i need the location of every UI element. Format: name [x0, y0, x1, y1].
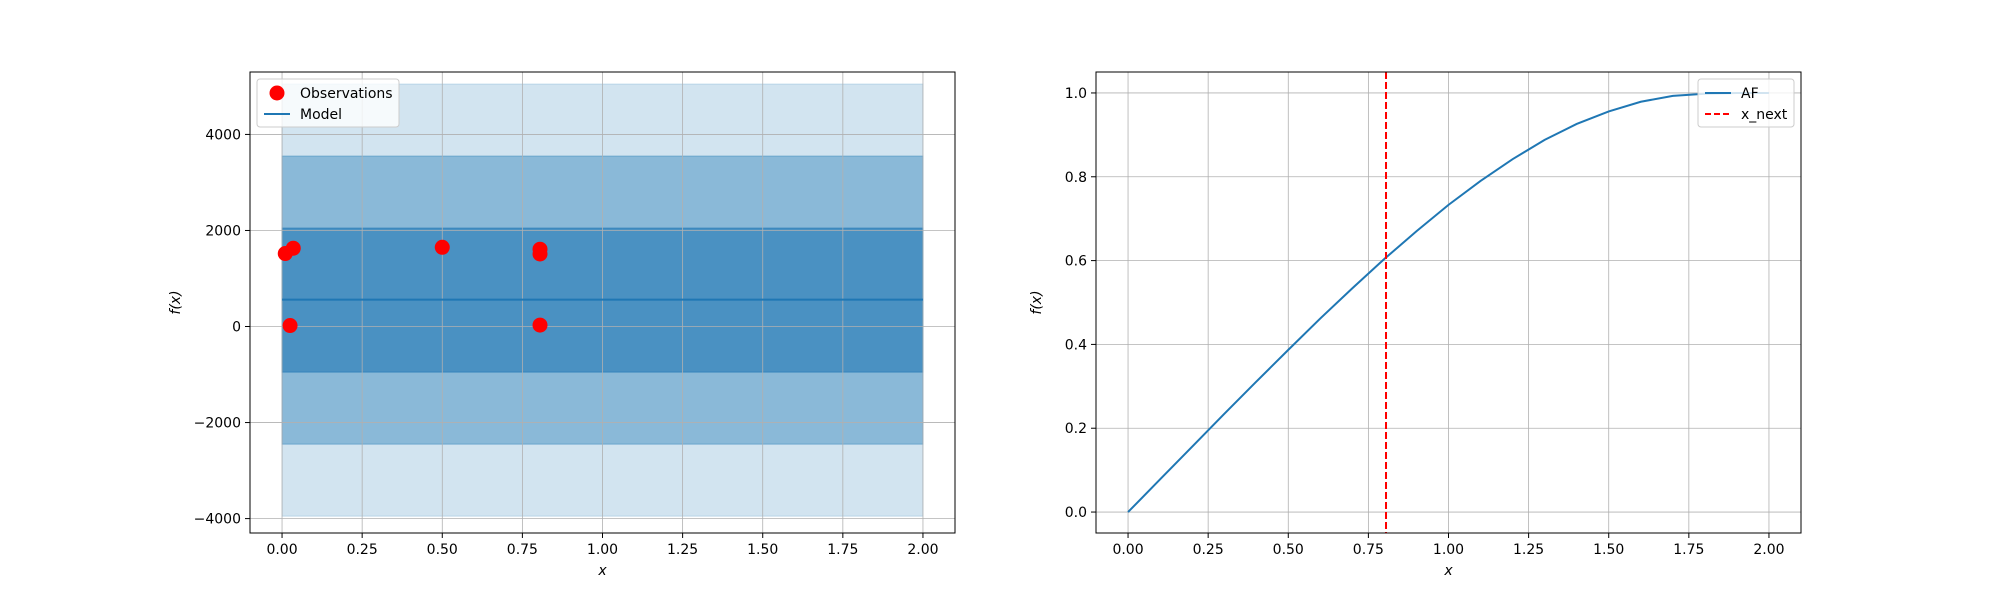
y-tick-label: 0.8 — [1065, 170, 1087, 186]
legend-label: Model — [300, 107, 342, 123]
observation-point — [285, 240, 301, 256]
y-tick-label: 2000 — [205, 223, 241, 239]
x-axis-label: x — [597, 563, 607, 579]
y-tick-label: 0.6 — [1065, 254, 1087, 270]
acquisition-function-panel: 0.00 0.25 0.50 0.75 1.00 1.25 1.50 1.75 2.00 0.0 0… — [1029, 71, 1802, 579]
legend-label: x_next — [1741, 107, 1788, 123]
x-tick-label: 0.25 — [1193, 542, 1224, 558]
x-tick-label: 0.75 — [507, 542, 538, 558]
x-tick-label: 0.50 — [1273, 542, 1304, 558]
x-tick-label: 0.00 — [266, 542, 297, 558]
y-tick-label: 0.2 — [1065, 421, 1087, 437]
observation-point — [434, 239, 450, 255]
observation-point — [532, 317, 548, 333]
x-tick-label: 1.25 — [667, 542, 698, 558]
x-tick-label: 0.75 — [1353, 542, 1384, 558]
x-axis-label: x — [1443, 563, 1453, 579]
y-tick-label: 4000 — [205, 127, 241, 143]
x-tick-label: 1.00 — [1433, 542, 1464, 558]
y-tick-label: 0.4 — [1065, 337, 1087, 353]
legend-label: Observations — [300, 86, 393, 102]
y-tick-label: 0 — [232, 320, 241, 336]
x-tick-label: 0.25 — [347, 542, 378, 558]
observations-model-panel: 0.00 0.25 0.50 0.75 1.00 1.25 1.50 1.75 2.00 −400… — [168, 71, 956, 579]
x-tick-label: 0.00 — [1112, 542, 1143, 558]
legend-label: AF — [1741, 86, 1759, 102]
x-tick-label: 1.75 — [1673, 542, 1704, 558]
y-axis-label: f(x) — [1029, 290, 1045, 314]
x-tick-label: 0.50 — [427, 542, 458, 558]
x-tick-label: 2.00 — [907, 542, 938, 558]
x-tick-label: 2.00 — [1753, 542, 1784, 558]
legend-marker — [269, 85, 285, 101]
x-tick-label: 1.50 — [747, 542, 778, 558]
y-tick-label: −4000 — [194, 512, 241, 528]
x-tick-label: 1.00 — [587, 542, 618, 558]
x-tick-label: 1.75 — [827, 542, 858, 558]
y-tick-label: 0.0 — [1065, 505, 1087, 521]
series-line-af — [1127, 91, 1769, 513]
x-tick-label: 1.50 — [1593, 542, 1624, 558]
y-tick-label: 1.0 — [1065, 86, 1087, 102]
y-axis-label: f(x) — [168, 290, 184, 314]
y-tick-label: −2000 — [194, 416, 241, 432]
legend-box — [256, 78, 400, 128]
x-tick-label: 1.25 — [1513, 542, 1544, 558]
legend-box — [1697, 78, 1795, 128]
observation-point — [532, 246, 548, 262]
observation-point — [282, 318, 298, 334]
